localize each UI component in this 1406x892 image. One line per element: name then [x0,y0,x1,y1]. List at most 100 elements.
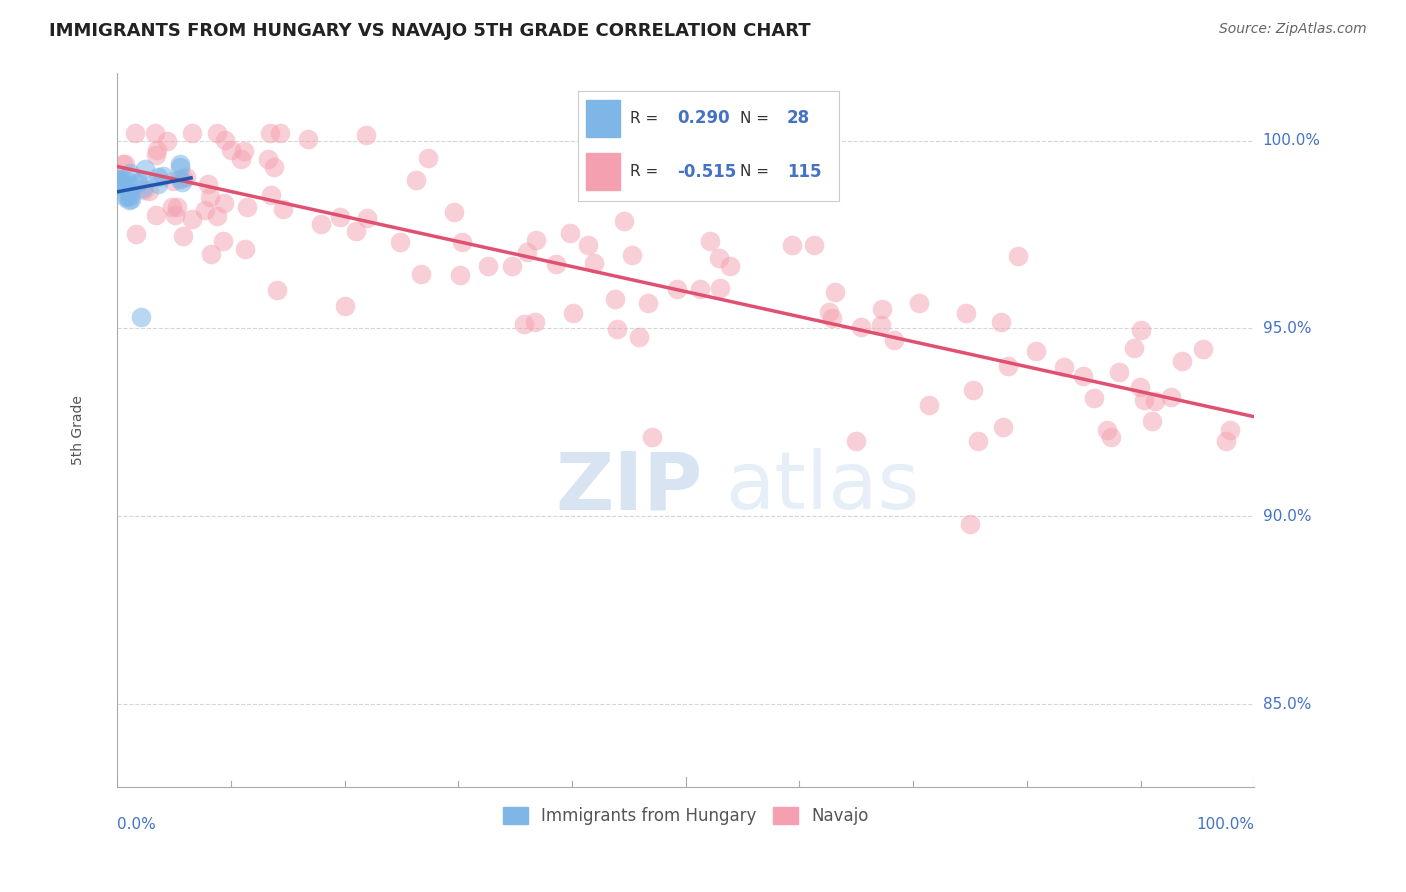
Point [1108,365,1130,379]
Point [120,166,142,180]
Point [603,292,626,306]
Point [172,175,194,189]
Point [1219,424,1241,438]
Point [955,306,977,320]
Point [212,234,235,248]
Point [907,295,929,310]
Point [583,256,606,270]
Point [128,175,150,189]
Text: ZIP: ZIP [555,448,702,526]
Point [451,235,474,249]
Point [115,174,138,188]
Point [197,177,219,191]
Point [959,516,981,531]
Point [333,299,356,313]
Point [260,188,283,202]
Point [845,434,868,449]
Point [114,190,136,204]
Point [523,315,546,329]
Point [257,152,280,166]
Point [918,398,941,412]
Point [627,330,650,344]
Point [194,203,217,218]
Point [233,144,256,158]
Point [172,228,194,243]
Point [562,306,585,320]
Point [169,171,191,186]
Text: 85.0%: 85.0% [1263,697,1310,712]
Text: 90.0%: 90.0% [1263,508,1312,524]
Point [803,238,825,252]
Text: atlas: atlas [725,448,920,526]
Point [266,283,288,297]
Point [990,315,1012,329]
Point [477,260,499,274]
Point [132,181,155,195]
Point [162,174,184,188]
Point [118,185,141,199]
Point [1192,342,1215,356]
Point [524,233,547,247]
Point [418,151,440,165]
Text: 95.0%: 95.0% [1263,321,1312,336]
Point [138,184,160,198]
Point [214,133,236,147]
Point [169,161,191,175]
Point [114,157,136,171]
Point [665,282,688,296]
Point [707,251,730,265]
Point [107,173,129,187]
Point [824,285,846,299]
Point [1215,434,1237,449]
Point [174,170,197,185]
Point [1133,393,1156,408]
Point [134,162,156,177]
Point [966,434,988,449]
Point [181,126,204,140]
Point [1129,323,1152,337]
Point [621,248,644,262]
Point [120,192,142,206]
Point [516,245,538,260]
Point [124,126,146,140]
Point [328,210,350,224]
Point [689,283,711,297]
Point [309,217,332,231]
Point [997,359,1019,374]
Point [449,268,471,282]
Point [129,310,152,324]
Point [993,420,1015,434]
Point [1099,430,1122,444]
Point [297,132,319,146]
Text: 0.0%: 0.0% [117,817,156,832]
Point [207,209,229,223]
Point [111,179,134,194]
Text: IMMIGRANTS FROM HUNGARY VS NAVAJO 5TH GRADE CORRELATION CHART: IMMIGRANTS FROM HUNGARY VS NAVAJO 5TH GR… [49,22,811,40]
Point [117,189,139,203]
Point [1025,343,1047,358]
Point [821,311,844,326]
Text: 5th Grade: 5th Grade [72,395,86,465]
Text: 100.0%: 100.0% [1263,133,1320,148]
Point [118,188,141,202]
Point [145,148,167,162]
Point [169,157,191,171]
Point [709,281,731,295]
Point [962,383,984,397]
Point [219,143,242,157]
Point [870,301,893,316]
Point [231,152,253,166]
Point [356,128,378,143]
Point [205,126,228,140]
Point [271,202,294,216]
Point [883,333,905,347]
Point [1160,390,1182,404]
Point [817,305,839,319]
Point [259,126,281,140]
Point [118,193,141,207]
Point [344,224,367,238]
Text: Source: ZipAtlas.com: Source: ZipAtlas.com [1219,22,1367,37]
Point [613,214,636,228]
Point [152,169,174,183]
Point [166,200,188,214]
